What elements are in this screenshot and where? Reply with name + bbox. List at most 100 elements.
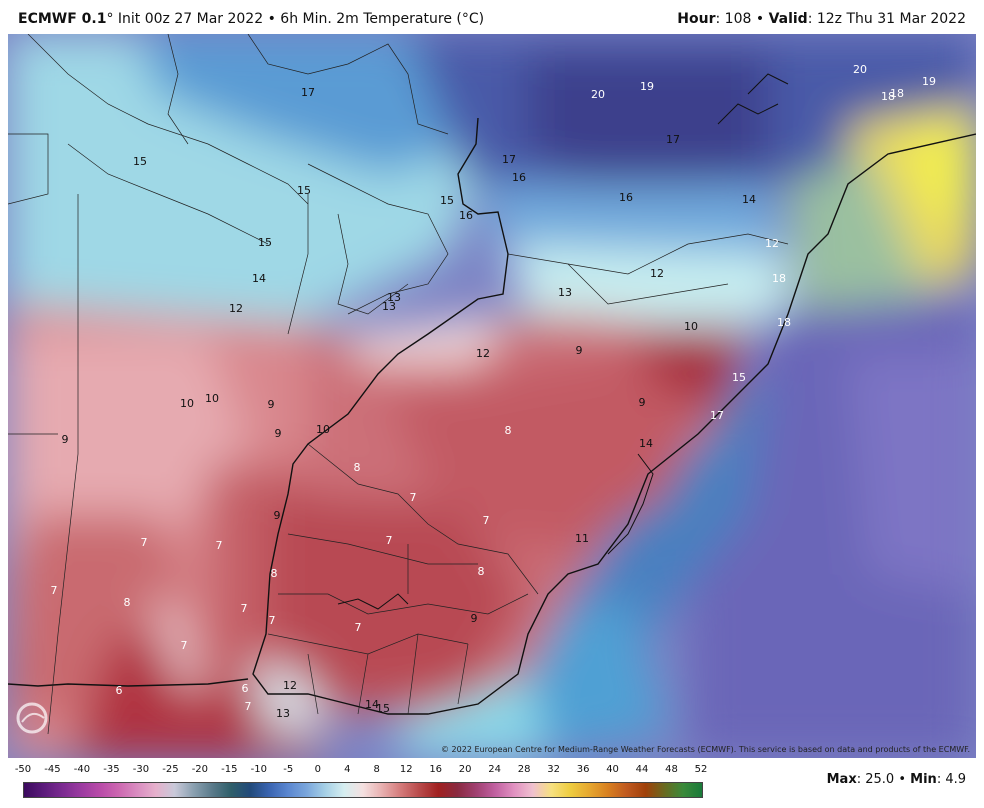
color-scale-bar: [23, 782, 703, 798]
lagoons: [337, 73, 789, 610]
scale-tick: 28: [517, 764, 531, 775]
map-value-label: 16: [619, 191, 633, 204]
field-name: 6h Min. 2m Temperature (°C): [280, 11, 485, 27]
map-value-label: 12: [650, 267, 664, 280]
copyright-text: © 2022 European Centre for Medium-Range …: [441, 745, 970, 754]
map-value-label: 17: [301, 86, 315, 99]
map-value-label: 13: [387, 291, 401, 304]
scale-tick: 52: [694, 764, 708, 775]
valid-label: Valid: [768, 11, 808, 27]
map-value-label: 7: [181, 639, 188, 652]
color-scale-ticks: -50 -45 -40 -35 -30 -25 -20 -15 -10 -5 0 4 8 12 16 20 24…: [14, 764, 714, 778]
map-value-label: 9: [576, 344, 583, 357]
scale-tick: -15: [221, 764, 238, 775]
scale-tick: -50: [14, 764, 32, 775]
map-value-label: 6: [242, 682, 249, 695]
map-value-label: 9: [268, 398, 275, 411]
max-label: Max: [826, 772, 857, 787]
map-value-label: 17: [502, 153, 516, 166]
coastlines: [8, 117, 976, 715]
footer: © 2022 European Centre for Medium-Range …: [0, 745, 984, 808]
map-value-label: 10: [316, 423, 330, 436]
bullet-2: •: [755, 11, 765, 27]
map-value-label: 20: [853, 63, 867, 76]
map-value-label: 8: [354, 461, 361, 474]
map-value-label: 8: [271, 567, 278, 580]
map-value-label: 18: [777, 316, 791, 329]
map-value-label: 13: [382, 300, 396, 313]
min-value: : 4.9: [936, 772, 966, 787]
map-value-label: 8: [124, 596, 131, 609]
scale-tick: 24: [488, 764, 502, 775]
weatherbell-logo-mark: [16, 702, 48, 734]
map-value-label: 15: [732, 371, 746, 384]
init-time: Init 00z 27 Mar 2022: [117, 11, 264, 27]
degree-sign: °: [106, 11, 114, 27]
map-value-label: 15: [440, 194, 454, 207]
map-value-label: 9: [274, 509, 281, 522]
scale-tick: 4: [344, 764, 351, 775]
map-value-label: 16: [512, 171, 526, 184]
map-value-label: 9: [639, 396, 646, 409]
map-value-label: 13: [276, 707, 290, 720]
scale-tick: 12: [399, 764, 413, 775]
map-value-label: 11: [575, 532, 589, 545]
map-value-label: 14: [639, 437, 653, 450]
header-valid: Hour: 108 • Valid: 12z Thu 31 Mar 2022: [677, 11, 966, 27]
map-value-label: 7: [386, 534, 393, 547]
hour-value: : 108: [715, 11, 752, 27]
map-value-label: 10: [205, 392, 219, 405]
map-value-label: 12: [283, 679, 297, 692]
hour-label: Hour: [677, 11, 716, 27]
scale-tick: -40: [73, 764, 91, 775]
map-value-label: 19: [922, 75, 936, 88]
map-value-label: 17: [666, 133, 680, 146]
map-value-label: 7: [269, 614, 276, 627]
map-value-label: 14: [742, 193, 756, 206]
map-value-label: 7: [483, 514, 490, 527]
max-min-readout: Max: 25.0 • Min: 4.9: [827, 772, 966, 787]
map-value-label: 17: [710, 409, 724, 422]
map-value-label: 10: [684, 320, 698, 333]
map-value-label: 8: [505, 424, 512, 437]
map-value-label: 6: [116, 684, 123, 697]
map-value-label: 12: [476, 347, 490, 360]
scale-tick: 44: [635, 764, 649, 775]
scale-tick: -20: [191, 764, 209, 775]
map-value-label: 15: [297, 184, 311, 197]
map-value-label: 7: [410, 491, 417, 504]
map-value-label: 12: [229, 302, 243, 315]
scale-tick: -10: [250, 764, 267, 775]
scale-tick: 48: [665, 764, 678, 775]
scale-tick: -35: [103, 764, 120, 775]
map-value-label: 7: [355, 621, 362, 634]
map-value-label: 15: [376, 702, 390, 715]
scale-tick: -5: [283, 764, 294, 775]
scale-tick: -30: [132, 764, 150, 775]
map-value-label: 7: [141, 536, 148, 549]
map-value-label: 9: [471, 612, 478, 625]
map-value-label: 9: [62, 433, 69, 446]
map-value-label: 13: [558, 286, 572, 299]
scale-tick: 32: [547, 764, 560, 775]
map-value-label: 18: [881, 90, 895, 103]
map-value-label: 15: [133, 155, 147, 168]
temperature-map: 15 17 20 19 20 18 18 19 17 16 17 16 14 15 16 15 15 14 12 12…: [8, 34, 976, 758]
model-name: ECMWF 0.1: [18, 11, 107, 27]
scale-tick: 8: [373, 764, 380, 775]
weatherbell-logo: [14, 700, 104, 740]
header-title: ECMWF 0.1° Init 00z 27 Mar 2022 • 6h Min…: [18, 11, 484, 27]
borders: [8, 34, 789, 735]
map-value-label: 14: [252, 272, 266, 285]
map-value-label: 9: [275, 427, 282, 440]
scale-tick: 36: [576, 764, 590, 775]
scale-tick: 0: [314, 764, 321, 775]
maxmin-bullet: •: [898, 772, 907, 787]
valid-value: : 12z Thu 31 Mar 2022: [807, 11, 966, 27]
temperature-field: [8, 34, 976, 758]
bullet-1: •: [267, 11, 276, 27]
map-value-label: 7: [241, 602, 248, 615]
scale-tick: -25: [162, 764, 179, 775]
map-value-label: 16: [459, 209, 473, 222]
